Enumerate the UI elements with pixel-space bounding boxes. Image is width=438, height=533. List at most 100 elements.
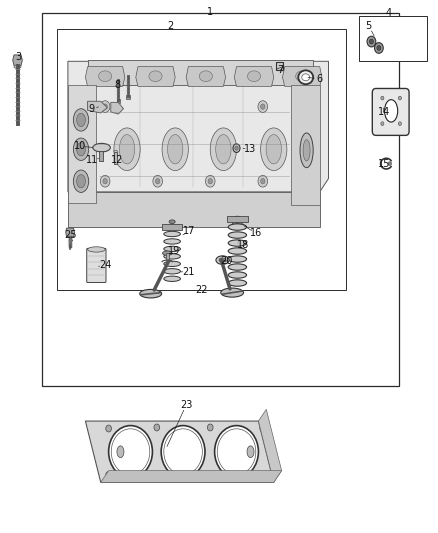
Text: 11: 11 — [86, 155, 98, 165]
Ellipse shape — [205, 175, 215, 187]
Text: 18: 18 — [237, 240, 249, 250]
Ellipse shape — [385, 100, 398, 122]
Ellipse shape — [207, 472, 213, 480]
Ellipse shape — [381, 96, 384, 100]
Ellipse shape — [219, 258, 226, 262]
Ellipse shape — [233, 221, 237, 228]
Ellipse shape — [114, 128, 140, 171]
Polygon shape — [66, 228, 74, 237]
Bar — [166, 253, 169, 260]
Ellipse shape — [302, 74, 310, 80]
Ellipse shape — [153, 175, 162, 187]
Ellipse shape — [303, 140, 310, 161]
Ellipse shape — [164, 231, 180, 237]
Ellipse shape — [103, 179, 107, 184]
Ellipse shape — [228, 232, 247, 238]
Ellipse shape — [100, 101, 110, 112]
Ellipse shape — [103, 104, 107, 109]
Text: 17: 17 — [183, 227, 195, 236]
FancyBboxPatch shape — [87, 248, 106, 282]
Bar — [99, 151, 103, 161]
Ellipse shape — [162, 251, 172, 255]
Bar — [126, 95, 130, 99]
Ellipse shape — [300, 133, 313, 168]
Ellipse shape — [260, 425, 265, 432]
Ellipse shape — [238, 221, 242, 228]
Ellipse shape — [247, 71, 261, 82]
Text: 13: 13 — [244, 144, 257, 154]
Polygon shape — [234, 67, 274, 86]
Bar — [57, 29, 346, 290]
Ellipse shape — [228, 264, 247, 270]
Ellipse shape — [73, 170, 88, 192]
Ellipse shape — [161, 425, 205, 478]
Ellipse shape — [298, 70, 313, 84]
Ellipse shape — [99, 71, 112, 82]
Ellipse shape — [149, 71, 162, 82]
Ellipse shape — [154, 424, 159, 431]
Ellipse shape — [228, 240, 247, 246]
Ellipse shape — [164, 239, 180, 244]
Ellipse shape — [106, 425, 111, 432]
Ellipse shape — [117, 446, 124, 457]
Ellipse shape — [266, 134, 281, 164]
Ellipse shape — [77, 174, 85, 188]
Bar — [114, 152, 117, 164]
Ellipse shape — [73, 109, 88, 131]
Polygon shape — [88, 60, 313, 85]
Ellipse shape — [73, 138, 88, 160]
Bar — [359, 16, 427, 61]
Ellipse shape — [14, 65, 21, 68]
Ellipse shape — [228, 280, 247, 286]
Ellipse shape — [164, 269, 180, 274]
Ellipse shape — [162, 128, 188, 171]
Polygon shape — [101, 471, 282, 482]
Polygon shape — [111, 102, 124, 114]
Polygon shape — [85, 67, 125, 86]
Ellipse shape — [77, 142, 85, 156]
Text: 2: 2 — [168, 21, 174, 30]
Ellipse shape — [398, 96, 401, 100]
Ellipse shape — [208, 179, 212, 184]
Ellipse shape — [215, 425, 258, 478]
Polygon shape — [85, 421, 274, 482]
Text: 1: 1 — [207, 7, 213, 17]
Text: 12: 12 — [111, 155, 124, 165]
Polygon shape — [136, 67, 175, 86]
Polygon shape — [283, 67, 322, 86]
Text: 6: 6 — [317, 74, 323, 84]
Ellipse shape — [155, 179, 160, 184]
Text: 3: 3 — [15, 52, 21, 62]
Ellipse shape — [261, 128, 287, 171]
Text: 25: 25 — [65, 230, 77, 239]
Ellipse shape — [207, 424, 213, 431]
Ellipse shape — [258, 175, 268, 187]
Text: 22: 22 — [195, 286, 208, 295]
Ellipse shape — [164, 261, 180, 266]
Ellipse shape — [169, 220, 175, 223]
Text: 20: 20 — [221, 256, 233, 266]
Ellipse shape — [119, 134, 135, 164]
Ellipse shape — [210, 128, 237, 171]
Text: 4: 4 — [386, 9, 392, 18]
Ellipse shape — [296, 71, 309, 82]
Text: 8: 8 — [114, 80, 120, 90]
Ellipse shape — [247, 446, 254, 457]
Ellipse shape — [377, 45, 381, 51]
Polygon shape — [68, 192, 320, 227]
Ellipse shape — [164, 276, 180, 281]
Text: 10: 10 — [74, 141, 86, 151]
Ellipse shape — [164, 246, 180, 252]
Ellipse shape — [367, 36, 376, 47]
Ellipse shape — [77, 114, 85, 127]
Ellipse shape — [221, 288, 244, 297]
Text: 14: 14 — [378, 107, 390, 117]
Ellipse shape — [88, 247, 105, 252]
Ellipse shape — [369, 39, 373, 44]
Ellipse shape — [140, 289, 162, 298]
Ellipse shape — [100, 175, 110, 187]
Ellipse shape — [164, 254, 180, 259]
Ellipse shape — [93, 143, 110, 152]
Bar — [162, 224, 182, 230]
Polygon shape — [13, 55, 22, 66]
